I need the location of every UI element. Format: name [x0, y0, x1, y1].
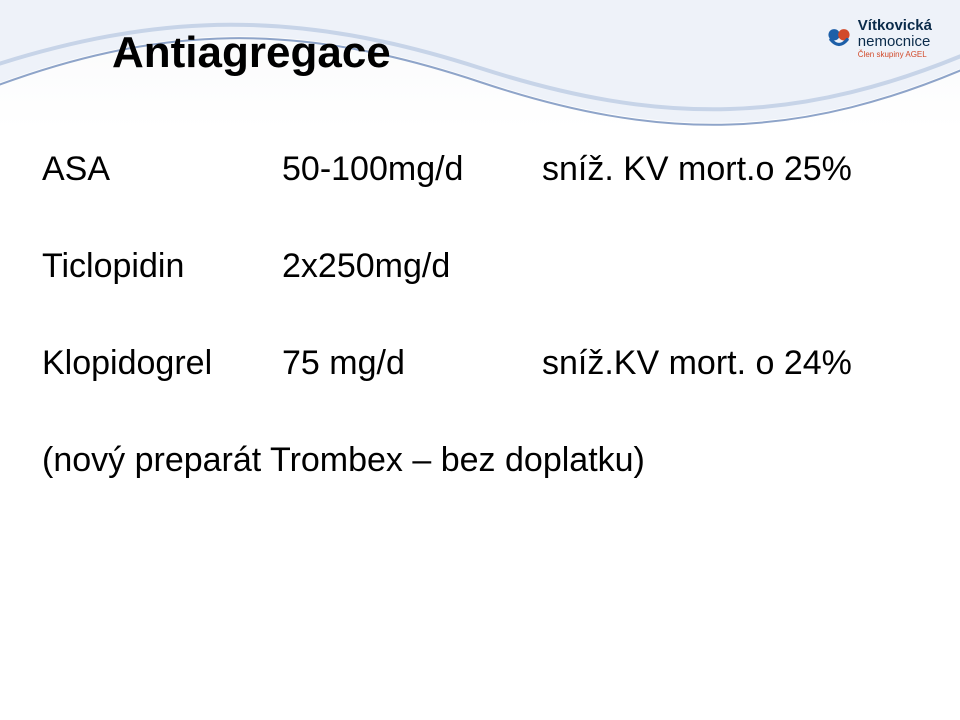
drug-name: ASA [42, 150, 282, 189]
slide-title: Antiagregace [112, 28, 391, 78]
drug-name: Ticlopidin [42, 247, 282, 286]
drug-row: ASA 50-100mg/d sníž. KV mort.o 25% [42, 150, 918, 189]
logo-line2: nemocnice [858, 34, 932, 50]
hospital-logo: Vítkovická nemocnice Člen skupiny AGEL [826, 18, 932, 59]
drug-effect: sníž.KV mort. o 24% [542, 344, 918, 383]
logo-tagline: Člen skupiny AGEL [858, 51, 932, 59]
drug-row: Ticlopidin 2x250mg/d [42, 247, 918, 286]
slide-content: ASA 50-100mg/d sníž. KV mort.o 25% Ticlo… [42, 150, 918, 480]
logo-mark-icon [826, 25, 852, 51]
logo-line1: Vítkovická [858, 18, 932, 34]
drug-dose: 75 mg/d [282, 344, 542, 383]
drug-name: Klopidogrel [42, 344, 282, 383]
drug-effect: sníž. KV mort.o 25% [542, 150, 918, 189]
drug-dose: 50-100mg/d [282, 150, 542, 189]
drug-row: Klopidogrel 75 mg/d sníž.KV mort. o 24% [42, 344, 918, 383]
logo-text: Vítkovická nemocnice Člen skupiny AGEL [858, 18, 932, 59]
drug-effect [542, 247, 918, 286]
drug-dose: 2x250mg/d [282, 247, 542, 286]
slide-note: (nový preparát Trombex – bez doplatku) [42, 441, 918, 480]
slide-container: Vítkovická nemocnice Člen skupiny AGEL A… [0, 0, 960, 720]
